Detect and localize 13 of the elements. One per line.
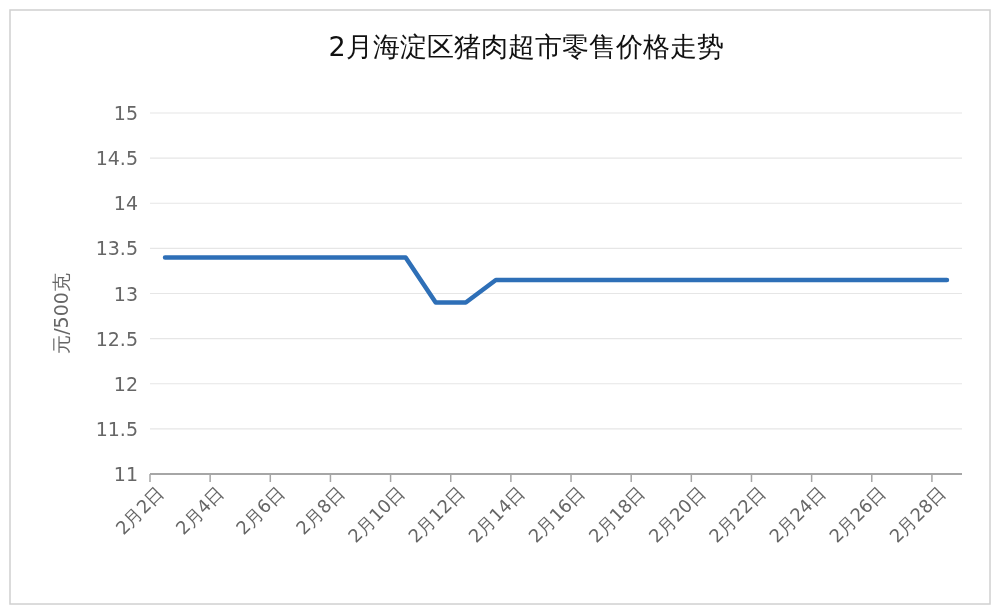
x-tick-label: 2月6日 <box>231 481 289 539</box>
y-tick-label: 12 <box>113 372 138 395</box>
chart-title: 2月海淀区猪肉超市零售价格走势 <box>328 31 724 62</box>
x-tick-label: 2月8日 <box>291 481 349 539</box>
y-tick-label: 11.5 <box>95 417 138 440</box>
y-tick-label: 13 <box>113 282 138 305</box>
x-tick-label: 2月4日 <box>171 481 229 539</box>
y-tick-label: 13.5 <box>95 237 138 260</box>
y-tick-label: 15 <box>113 102 138 124</box>
y-tick-label: 14.5 <box>95 147 138 170</box>
y-tick-label: 14 <box>113 192 138 215</box>
y-tick-label: 12.5 <box>95 327 138 350</box>
y-axis-title: 元/500克 <box>50 273 72 354</box>
